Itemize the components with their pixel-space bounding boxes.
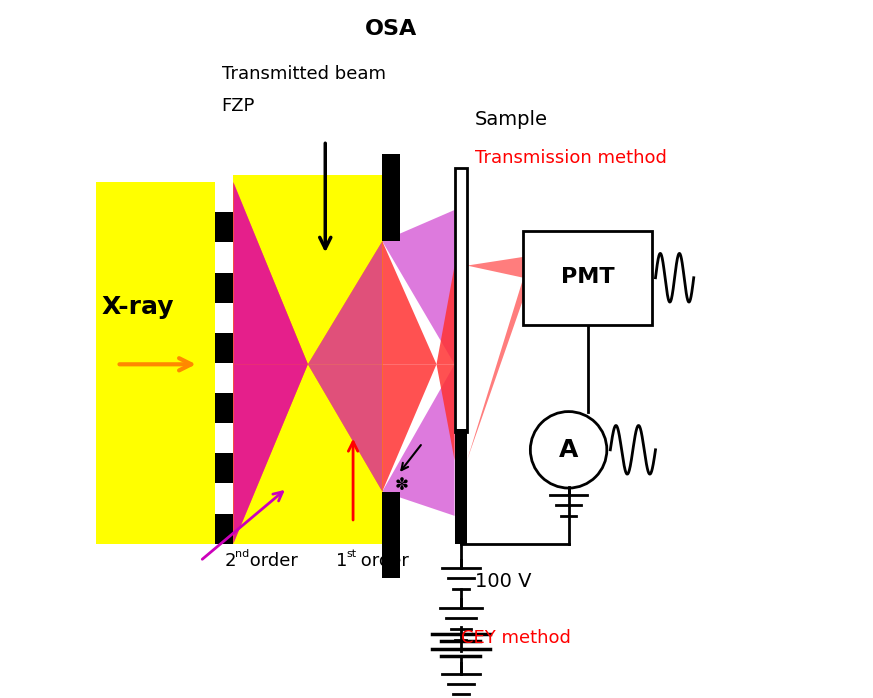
Polygon shape bbox=[308, 364, 382, 491]
Bar bbox=[455, 429, 467, 544]
Bar bbox=[233, 175, 383, 544]
Text: 2: 2 bbox=[224, 552, 236, 570]
Polygon shape bbox=[233, 364, 308, 544]
Polygon shape bbox=[436, 364, 455, 460]
Polygon shape bbox=[233, 182, 308, 364]
Bar bbox=[455, 168, 467, 433]
Bar bbox=[216, 182, 233, 212]
Polygon shape bbox=[382, 364, 455, 516]
Polygon shape bbox=[308, 364, 382, 491]
Bar bbox=[216, 514, 233, 544]
Bar bbox=[524, 231, 652, 325]
Text: 100 V: 100 V bbox=[475, 572, 532, 591]
Text: X-ray: X-ray bbox=[101, 295, 174, 319]
Bar bbox=[216, 212, 233, 242]
Text: Transmitted beam: Transmitted beam bbox=[223, 66, 387, 83]
Text: order: order bbox=[355, 552, 409, 570]
Polygon shape bbox=[436, 265, 455, 364]
Text: FZP: FZP bbox=[222, 96, 255, 114]
Bar bbox=[216, 272, 233, 303]
Polygon shape bbox=[233, 364, 308, 544]
Polygon shape bbox=[382, 242, 436, 364]
Bar bbox=[216, 363, 233, 393]
Bar bbox=[216, 333, 233, 363]
Text: 1: 1 bbox=[336, 552, 347, 570]
Text: PMT: PMT bbox=[561, 267, 615, 288]
Text: Sample: Sample bbox=[475, 110, 547, 129]
Text: OSA: OSA bbox=[365, 20, 417, 39]
Text: A: A bbox=[559, 438, 578, 462]
Bar bbox=[382, 491, 401, 579]
Bar bbox=[216, 393, 233, 423]
Text: ✽: ✽ bbox=[395, 475, 409, 493]
Text: CEY method: CEY method bbox=[461, 628, 571, 646]
Circle shape bbox=[531, 412, 607, 488]
Polygon shape bbox=[308, 242, 382, 364]
Bar bbox=[216, 423, 233, 453]
Polygon shape bbox=[382, 364, 436, 491]
Text: Transmission method: Transmission method bbox=[475, 149, 667, 167]
Bar bbox=[382, 154, 401, 242]
Text: st: st bbox=[346, 549, 356, 559]
Polygon shape bbox=[233, 182, 308, 364]
Bar bbox=[216, 453, 233, 484]
Bar bbox=[216, 303, 233, 333]
Bar bbox=[216, 484, 233, 514]
Polygon shape bbox=[467, 257, 524, 278]
Polygon shape bbox=[467, 278, 524, 460]
Bar bbox=[96, 182, 221, 544]
Polygon shape bbox=[382, 210, 455, 364]
Polygon shape bbox=[308, 242, 382, 364]
Bar bbox=[216, 242, 233, 272]
Text: order: order bbox=[244, 552, 298, 570]
Text: nd: nd bbox=[235, 549, 249, 559]
